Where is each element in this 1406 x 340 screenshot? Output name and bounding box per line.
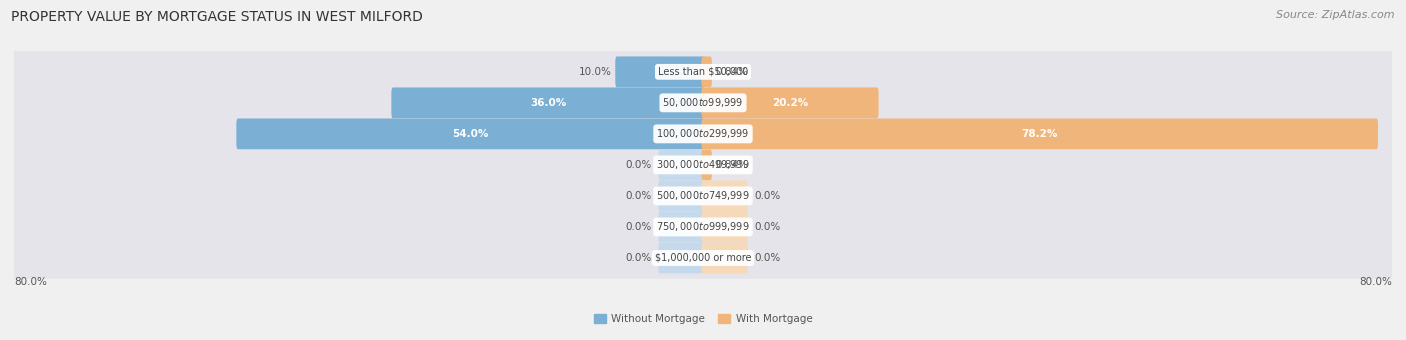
FancyBboxPatch shape <box>616 56 704 87</box>
FancyBboxPatch shape <box>11 206 1395 248</box>
FancyBboxPatch shape <box>702 242 748 273</box>
Text: 54.0%: 54.0% <box>453 129 489 139</box>
FancyBboxPatch shape <box>236 118 704 149</box>
Text: 10.0%: 10.0% <box>579 67 612 77</box>
Text: 0.0%: 0.0% <box>626 222 651 232</box>
Text: 0.84%: 0.84% <box>716 160 748 170</box>
Text: 0.0%: 0.0% <box>626 160 651 170</box>
Legend: Without Mortgage, With Mortgage: Without Mortgage, With Mortgage <box>589 310 817 328</box>
FancyBboxPatch shape <box>702 181 748 211</box>
Text: 0.0%: 0.0% <box>626 191 651 201</box>
FancyBboxPatch shape <box>702 56 711 87</box>
FancyBboxPatch shape <box>702 211 748 242</box>
Text: $750,000 to $999,999: $750,000 to $999,999 <box>657 220 749 234</box>
Text: $100,000 to $299,999: $100,000 to $299,999 <box>657 128 749 140</box>
FancyBboxPatch shape <box>11 175 1395 217</box>
FancyBboxPatch shape <box>11 51 1395 92</box>
FancyBboxPatch shape <box>658 242 704 273</box>
Text: 0.0%: 0.0% <box>626 253 651 263</box>
Text: $500,000 to $749,999: $500,000 to $749,999 <box>657 189 749 202</box>
FancyBboxPatch shape <box>658 181 704 211</box>
Text: Source: ZipAtlas.com: Source: ZipAtlas.com <box>1277 10 1395 20</box>
Text: Less than $50,000: Less than $50,000 <box>658 67 748 77</box>
FancyBboxPatch shape <box>11 237 1395 279</box>
FancyBboxPatch shape <box>391 87 704 118</box>
Text: 78.2%: 78.2% <box>1022 129 1057 139</box>
FancyBboxPatch shape <box>658 150 704 180</box>
Text: 36.0%: 36.0% <box>530 98 567 108</box>
FancyBboxPatch shape <box>702 150 711 180</box>
Text: 0.0%: 0.0% <box>755 191 780 201</box>
Text: 80.0%: 80.0% <box>1360 277 1392 287</box>
FancyBboxPatch shape <box>11 113 1395 155</box>
Text: 80.0%: 80.0% <box>14 277 46 287</box>
Text: 20.2%: 20.2% <box>772 98 808 108</box>
FancyBboxPatch shape <box>11 82 1395 124</box>
Text: PROPERTY VALUE BY MORTGAGE STATUS IN WEST MILFORD: PROPERTY VALUE BY MORTGAGE STATUS IN WES… <box>11 10 423 24</box>
Text: $1,000,000 or more: $1,000,000 or more <box>655 253 751 263</box>
FancyBboxPatch shape <box>702 118 1378 149</box>
FancyBboxPatch shape <box>658 211 704 242</box>
Text: 0.0%: 0.0% <box>755 253 780 263</box>
Text: 0.0%: 0.0% <box>755 222 780 232</box>
Text: 0.84%: 0.84% <box>716 67 748 77</box>
Text: $50,000 to $99,999: $50,000 to $99,999 <box>662 96 744 109</box>
FancyBboxPatch shape <box>702 87 879 118</box>
Text: $300,000 to $499,999: $300,000 to $499,999 <box>657 158 749 171</box>
FancyBboxPatch shape <box>11 144 1395 186</box>
